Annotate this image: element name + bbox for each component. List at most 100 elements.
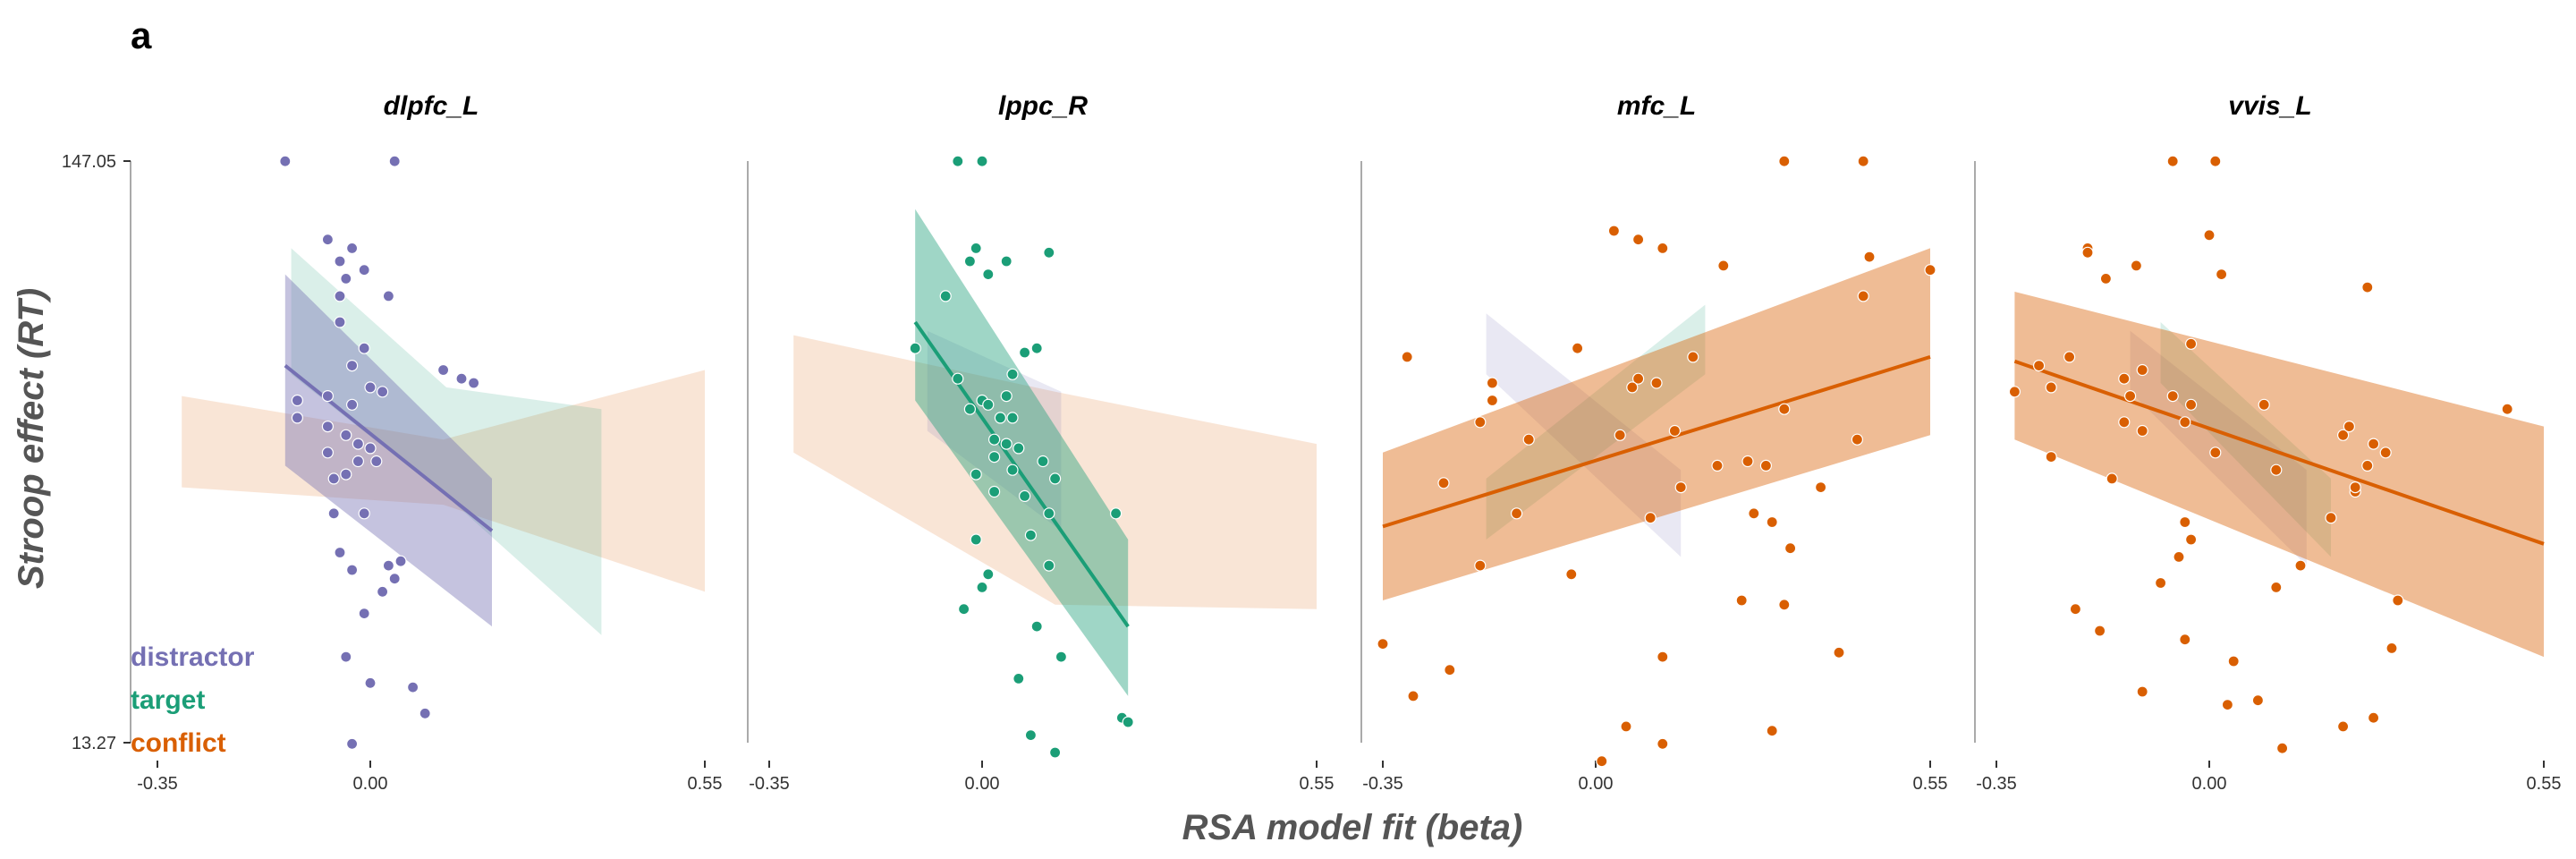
facet-title: dlpfc_L: [384, 91, 479, 121]
data-point: [1631, 234, 1645, 246]
data-point: [1657, 737, 1669, 750]
legend-entry-distractor: distractor: [131, 642, 255, 672]
data-point: [1024, 529, 1038, 541]
distractor-fit-line: [284, 364, 494, 532]
data-point: [2136, 685, 2148, 698]
data-point: [1122, 716, 1134, 728]
data-point: [970, 468, 982, 481]
y-tick-label: 147.05: [62, 152, 116, 172]
target-ci-band: [1486, 304, 1706, 540]
data-point: [419, 707, 431, 719]
x-tick-label: -0.35: [137, 774, 178, 794]
data-point: [2216, 268, 2228, 281]
data-point: [394, 555, 407, 567]
facet-panels: dlpfc_L 147.05 13.27 -0.35 0.00 0.55 lppc_R -0.…: [62, 91, 2562, 794]
data-point: [1006, 368, 1019, 380]
data-point: [2155, 576, 2167, 590]
data-point: [2203, 229, 2216, 242]
data-point: [340, 272, 352, 285]
data-point: [1048, 746, 1062, 759]
data-point: [1030, 342, 1043, 354]
data-point: [1486, 377, 1499, 389]
data-point: [1018, 489, 1031, 503]
data-point: [364, 676, 377, 689]
data-point: [2106, 472, 2118, 485]
data-point: [382, 559, 394, 572]
data-point: [963, 403, 977, 415]
data-point: [1055, 651, 1068, 663]
x-tick-label: -0.35: [749, 774, 790, 794]
data-point: [970, 242, 982, 254]
data-point: [370, 455, 383, 468]
data-point: [1037, 455, 1049, 468]
data-point: [364, 381, 377, 394]
data-point: [1650, 377, 1663, 389]
data-point: [2379, 447, 2392, 459]
data-point: [2227, 655, 2240, 668]
conflict-fit-line: [1382, 354, 1931, 529]
target-fit-line: [913, 320, 1130, 628]
data-point: [321, 234, 334, 246]
data-point: [334, 290, 346, 302]
data-point: [346, 242, 359, 254]
data-point: [982, 568, 995, 581]
legend-entry-target: target: [131, 685, 205, 715]
data-point: [1717, 259, 1730, 272]
data-point: [970, 533, 982, 546]
data-point: [358, 507, 370, 520]
data-point: [1043, 507, 1055, 520]
data-point: [291, 394, 303, 407]
data-point: [957, 603, 970, 616]
data-point: [1000, 390, 1013, 403]
x-tick-label: 0.00: [2192, 774, 2227, 794]
data-point: [455, 372, 468, 385]
data-point: [1000, 255, 1013, 268]
data-point: [346, 564, 359, 576]
facet-title: mfc_L: [1617, 91, 1696, 121]
legend-entry-conflict: conflict: [131, 728, 226, 758]
data-point: [388, 573, 401, 585]
facet-title: lppc_R: [998, 91, 1088, 121]
data-point: [987, 485, 1001, 498]
data-point: [1614, 429, 1626, 441]
data-point: [1748, 507, 1760, 520]
data-point: [1657, 242, 1669, 254]
data-point: [1833, 646, 1845, 659]
data-point: [2136, 363, 2148, 377]
data-point: [2063, 351, 2076, 363]
data-point: [382, 290, 394, 302]
data-point: [1778, 155, 1791, 167]
x-tick-label: 0.55: [2527, 774, 2562, 794]
data-point: [2130, 259, 2142, 272]
data-point: [987, 433, 1001, 446]
data-point: [1018, 346, 1031, 359]
x-tick-label: 0.00: [965, 774, 1000, 794]
facet-vvis_L: vvis_L -0.35 0.00 0.55: [1974, 91, 2562, 794]
data-point: [1486, 394, 1499, 407]
data-point: [1626, 381, 1639, 394]
data-point: [2501, 403, 2513, 415]
data-point: [364, 442, 377, 455]
data-point: [2209, 155, 2222, 167]
data-point: [2251, 694, 2264, 707]
data-point: [437, 363, 450, 377]
data-point: [2361, 459, 2374, 472]
x-tick-label: -0.35: [1362, 774, 1403, 794]
data-point: [2008, 386, 2021, 398]
data-point: [2258, 398, 2270, 411]
data-point: [291, 412, 303, 424]
data-point: [2325, 512, 2337, 524]
data-point: [1474, 559, 1487, 572]
data-point: [2368, 438, 2380, 450]
legend: distractor target conflict: [131, 642, 255, 758]
data-point: [334, 316, 346, 328]
data-point: [1006, 464, 1019, 476]
x-axis-title: RSA model fit (beta): [1182, 808, 1523, 847]
data-point: [982, 398, 995, 411]
data-point: [1565, 568, 1578, 581]
data-point: [2385, 642, 2398, 655]
data-point: [346, 737, 359, 750]
data-point: [1437, 477, 1450, 489]
data-point: [2045, 451, 2057, 464]
data-point: [467, 377, 480, 389]
